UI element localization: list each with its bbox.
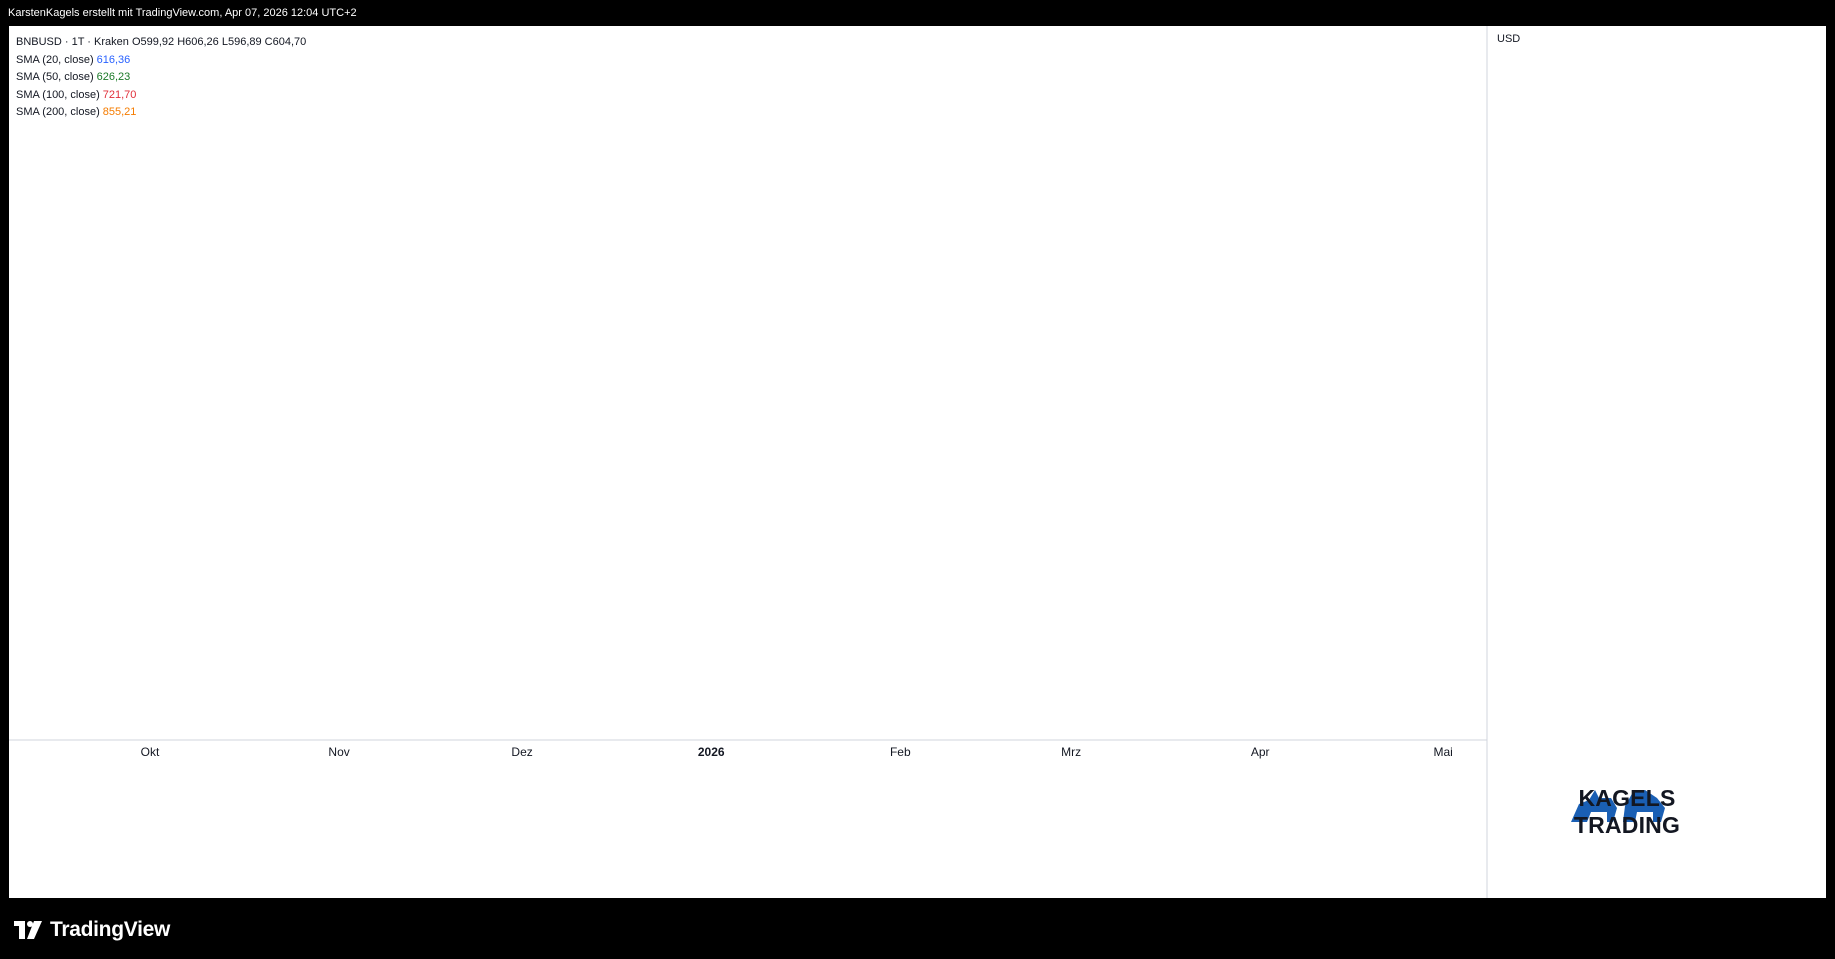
symbol-line: BNBUSD · 1T · Kraken O599,92 H606,26 L59… <box>16 36 307 48</box>
sma-100-label: SMA (100, close) <box>16 88 100 101</box>
time-axis-label: Mrz <box>1061 745 1081 759</box>
bull-bear-logo-icon <box>1571 790 1665 822</box>
chart-legend: BNBUSD · 1T · Kraken O599,92 H606,26 L59… <box>16 34 306 122</box>
chart-author-line: KarstenKagels erstellt mit TradingView.c… <box>8 7 357 19</box>
time-axis-label: Dez <box>511 745 532 759</box>
sma-200-row: SMA (200, close) 855,21 <box>16 104 306 122</box>
sma-20-value: 616,36 <box>96 53 131 66</box>
sma-200-label: SMA (200, close) <box>16 106 100 118</box>
sma-200-value: 855,21 <box>102 106 137 118</box>
top-bar: KarstenKagels erstellt mit TradingView.c… <box>0 0 1835 26</box>
tradingview-icon <box>14 921 42 939</box>
sma-100-row: SMA (100, close) 721,70 <box>16 87 306 105</box>
sma-50-row: SMA (50, close) 626,23 <box>16 69 306 87</box>
sma-20-label: SMA (20, close) <box>16 53 94 66</box>
sma-50-value: 626,23 <box>96 71 131 83</box>
tradingview-logo[interactable]: TradingView <box>14 918 170 942</box>
time-axis-label: Apr <box>1251 745 1270 759</box>
bottom-bar <box>0 898 1835 959</box>
time-axis-label: 2026 <box>698 745 725 759</box>
chart-area[interactable]: USD1.400,001.300,001.200,001.100,001.000… <box>9 26 1826 898</box>
kagels-trading-watermark: KAGELS TRADING <box>1573 785 1681 838</box>
sma-50-label: SMA (50, close) <box>16 71 94 83</box>
time-axis-label: Feb <box>890 745 911 759</box>
sma-100-value: 721,70 <box>102 88 137 101</box>
time-axis-label: Okt <box>141 745 160 759</box>
tradingview-wordmark: TradingView <box>50 918 171 941</box>
time-axis-label: Mai <box>1434 745 1453 759</box>
time-axis-label: Nov <box>328 745 349 759</box>
price-chart[interactable]: USD1.400,001.300,001.200,001.100,001.000… <box>9 26 1826 898</box>
currency-label: USD <box>1497 33 1520 45</box>
sma-20-row: SMA (20, close) 616,36 <box>16 52 306 70</box>
